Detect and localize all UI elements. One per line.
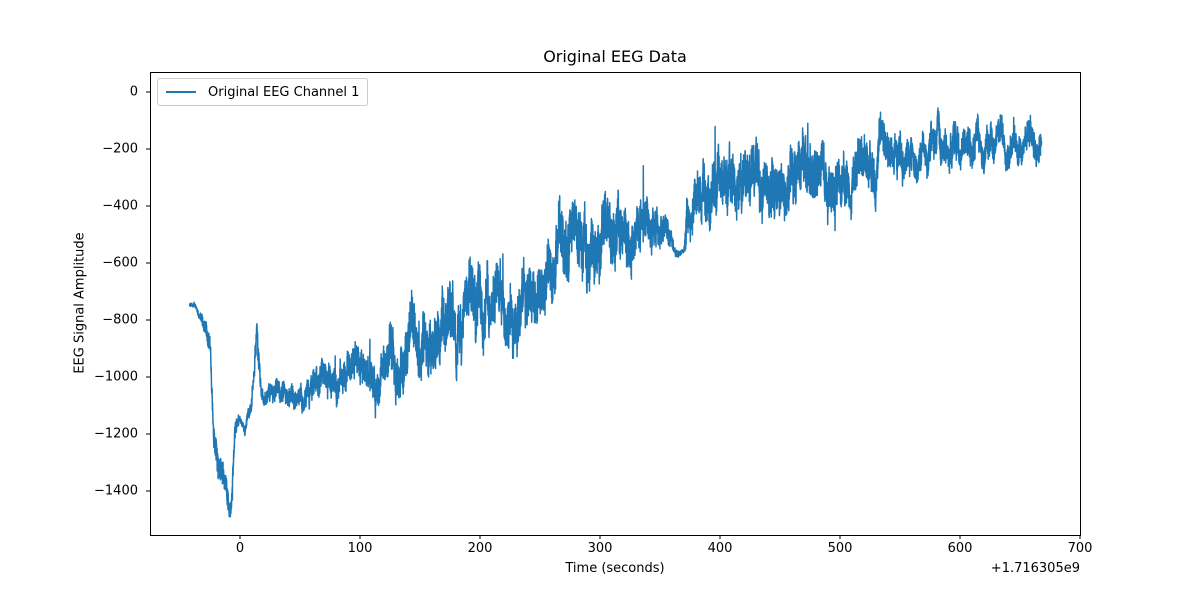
y-tick-label: −200	[102, 141, 138, 157]
y-tick-label: 0	[129, 84, 138, 100]
axes-frame	[150, 72, 1081, 536]
y-axis-ticks	[146, 91, 150, 492]
y-tick-label: −800	[102, 312, 138, 328]
x-tick-label: 300	[587, 541, 613, 556]
x-tick-label: 200	[467, 541, 493, 556]
y-tick-label: −1200	[94, 426, 138, 442]
x-axis-ticks	[239, 535, 1081, 539]
eeg-channel-1-line	[188, 107, 1043, 518]
x-tick-label: 0	[235, 541, 245, 556]
chart-title: Original EEG Data	[543, 47, 687, 66]
plot-area	[188, 107, 1043, 518]
legend: Original EEG Channel 1	[157, 78, 369, 106]
x-tick-label: 700	[1067, 541, 1093, 556]
y-tick-label: −400	[102, 198, 138, 214]
x-axis-label: Time (seconds)	[565, 561, 665, 576]
x-axis-offset-label: +1.716305e9	[990, 561, 1080, 576]
legend-line-swatch-icon	[166, 91, 196, 93]
y-tick-label: −1400	[94, 483, 138, 499]
y-tick-label: −600	[102, 255, 138, 271]
legend-label: Original EEG Channel 1	[208, 84, 360, 100]
y-axis-label: EEG Signal Amplitude	[72, 232, 88, 374]
x-tick-label: 400	[707, 541, 733, 556]
x-tick-label: 600	[947, 541, 973, 556]
y-tick-label: −1000	[94, 369, 138, 385]
x-tick-label: 100	[347, 541, 373, 556]
x-tick-label: 500	[827, 541, 853, 556]
